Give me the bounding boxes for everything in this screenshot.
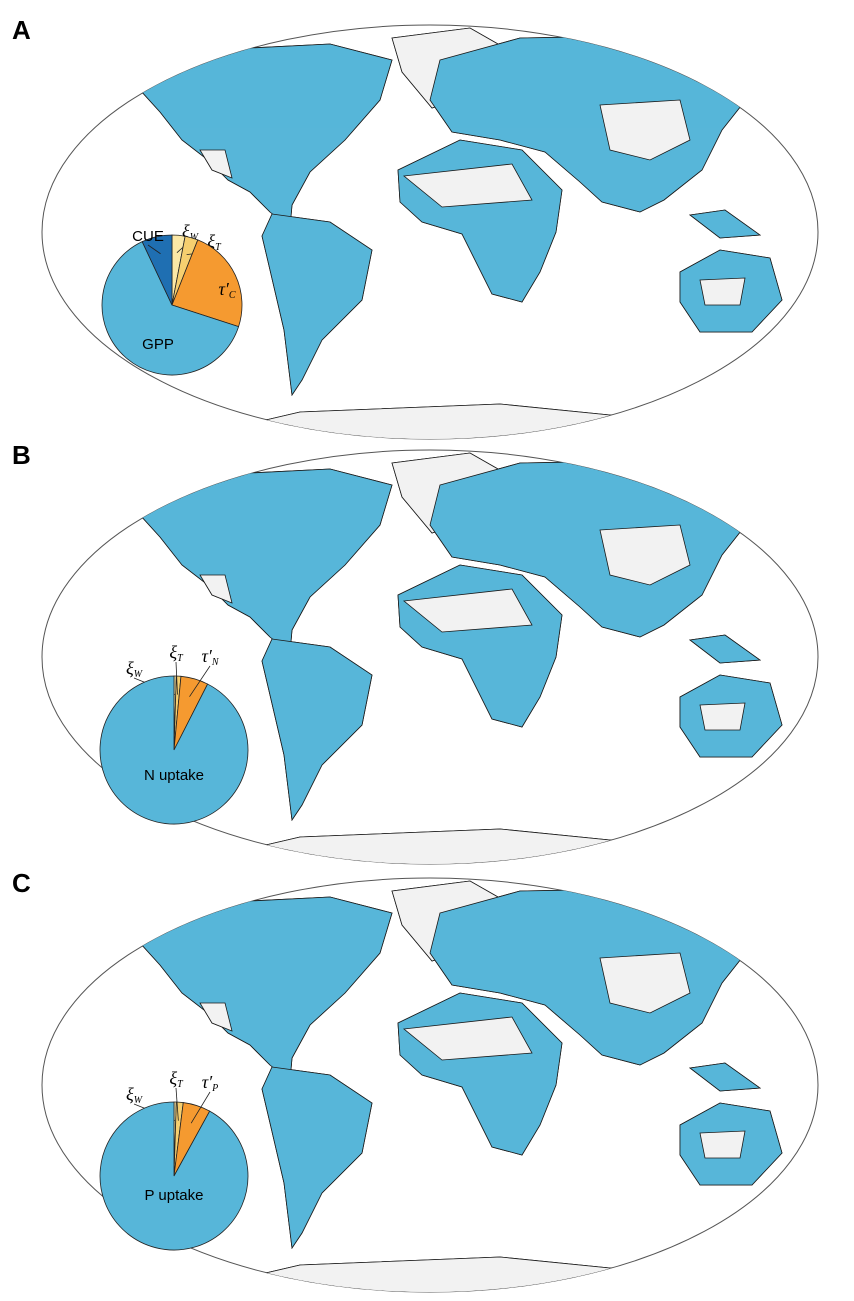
leader-line xyxy=(190,1091,211,1124)
slice-label-subscript: W xyxy=(134,669,144,680)
slice-label-symbol: τ′ xyxy=(202,1072,213,1092)
leader-line xyxy=(175,661,178,695)
slice-label: P uptake xyxy=(145,1187,204,1204)
slice-label: ξT xyxy=(169,1068,184,1090)
slice-label-symbol: ξ xyxy=(126,658,134,678)
slice-label-text: N uptake xyxy=(144,767,204,784)
map-a xyxy=(41,24,819,440)
slice-label-subscript: W xyxy=(190,232,200,243)
leader-line xyxy=(189,665,211,697)
slice-label-subscript: T xyxy=(215,242,222,253)
pie-slice xyxy=(141,234,173,306)
slice-label-subscript: P xyxy=(211,1083,218,1094)
slice-label: τ′N xyxy=(201,646,219,668)
pie-slice xyxy=(99,675,249,825)
slice-label-text: GPP xyxy=(142,336,174,353)
leader-line xyxy=(175,1087,179,1121)
slice-label: τ′P xyxy=(202,1072,219,1094)
slice-label-subscript: N xyxy=(211,657,220,668)
slice-label-symbol: ξ xyxy=(207,231,215,251)
leader-line xyxy=(147,244,161,255)
slice-label-symbol: τ′ xyxy=(218,279,229,299)
slice-label-symbol: τ′ xyxy=(201,646,212,666)
slice-label: ξW xyxy=(182,221,200,243)
slice-label-symbol: ξ xyxy=(126,1084,134,1104)
pie-slice xyxy=(99,1101,249,1251)
slice-label: ξT xyxy=(169,642,184,664)
slice-label-text: CUE xyxy=(132,228,164,245)
panel-label: C xyxy=(12,868,31,898)
slice-label: CUE xyxy=(132,228,164,245)
slice-label-symbol: ξ xyxy=(169,642,177,662)
slice-label-symbol: ξ xyxy=(182,221,190,241)
slice-label-subscript: C xyxy=(229,290,236,301)
slice-label: τ′C xyxy=(218,279,235,301)
slice-label: N uptake xyxy=(144,767,204,784)
slice-label-subscript: T xyxy=(177,1079,184,1090)
slice-label-subscript: W xyxy=(134,1095,144,1106)
pie-slice xyxy=(101,241,240,376)
panel-label: B xyxy=(12,440,31,470)
slice-label: ξW xyxy=(126,1084,144,1106)
slice-label-subscript: T xyxy=(177,653,184,664)
slice-label-symbol: ξ xyxy=(169,1068,177,1088)
slice-label: ξW xyxy=(126,658,144,680)
slice-label-text: P uptake xyxy=(145,1187,204,1204)
pie-slice xyxy=(171,239,243,328)
slice-label: ξT xyxy=(207,231,222,253)
slice-label: GPP xyxy=(142,336,174,353)
panel-label: A xyxy=(12,15,31,45)
